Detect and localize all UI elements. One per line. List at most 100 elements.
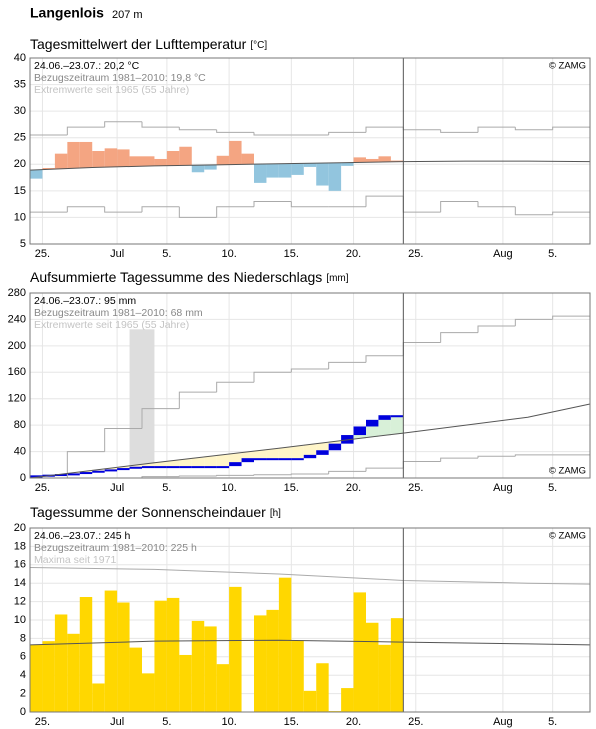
x-tick-label: Aug [493,482,513,494]
x-tick-label: Aug [493,248,513,260]
bar [390,160,404,162]
difference-fill [390,415,404,434]
y-tick-label: 80 [14,419,26,431]
x-tick-label: 5. [162,482,171,494]
precipitation-step [30,475,43,478]
precipitation-step [142,466,155,469]
bar [390,618,404,712]
plot-frame [29,527,591,713]
precipitation-step [191,466,205,469]
y-tick-label: 15 [14,185,26,197]
upper-line [477,126,516,133]
upper-line [178,391,217,409]
upper-line [365,355,404,363]
y-tick-label: 18 [14,540,26,552]
bar [154,158,167,166]
precipitation-step [229,462,242,467]
bar [42,641,55,712]
bar [142,673,155,712]
difference-fill [328,441,342,444]
upper-line [66,451,105,478]
difference-fill [179,459,192,467]
precipitation-step [179,466,192,469]
upper-line [365,126,404,133]
upper-line [178,127,217,131]
x-tick-label: 25. [35,716,50,728]
bar [216,664,230,712]
bar [204,626,217,712]
y-tick-label: 0 [20,472,26,484]
difference-fill [117,466,130,469]
y-tick-label: 0 [20,706,26,718]
precipitation-step [390,415,404,418]
difference-fill [378,415,391,436]
upper-line [514,318,553,327]
difference-fill [316,442,329,451]
lower-line [66,206,105,213]
precipitation-step [291,458,304,461]
lower-line [365,467,404,472]
y-tick-label: 25 [14,132,26,144]
mean-line [29,160,591,171]
bar [366,622,379,712]
bar [166,597,180,712]
bar [378,156,391,162]
precipitation-step [378,415,391,420]
x-tick-label: 15. [284,716,299,728]
lower-line [290,201,329,208]
bar [341,688,354,712]
x-tick-label: 5. [548,482,557,494]
upper-line [141,408,180,429]
difference-fill [166,460,180,467]
y-tick-label: 2 [20,688,26,700]
shade [129,329,155,467]
difference-fill [303,444,317,455]
note: 24.06.–23.07.: 20,2 °C [34,60,140,72]
precipitation-step [67,473,80,476]
note: Bezugszeitraum 1981–2010: 19,8 °C [34,72,206,84]
lower-line [328,470,366,475]
lower-line [253,474,292,476]
upper-line [104,427,142,452]
title-text: Aufsummierte Tagessumme des Niederschlag… [30,269,322,285]
lower-line [440,200,478,213]
bar [154,600,167,712]
lower-line [216,474,254,477]
bar [179,146,192,166]
bar [291,640,304,712]
precipitation-step [154,466,167,469]
difference-fill [104,468,118,470]
y-tick-label: 16 [14,559,26,571]
precipitation-step [54,474,68,477]
plot-frame [29,292,591,479]
x-tick-label: 15. [284,248,299,260]
bar [67,633,80,712]
lower-line [178,475,217,477]
precipitation-step [303,454,317,459]
precipitation-step [266,458,279,461]
upper-line [440,129,478,133]
difference-fill [92,469,105,471]
y-tick-label: 35 [14,78,26,90]
bar [117,149,130,167]
bar [229,140,242,165]
chart-title: Aufsummierte Tagessumme des Niederschlag… [30,269,349,285]
x-tick-label: 20. [346,482,361,494]
x-tick-label: 20. [346,716,361,728]
bar [117,602,130,712]
upper-line [253,132,292,136]
chart-title: Tagesmittelwert der Lufttemperatur [°C] [30,36,267,52]
upper-line [290,368,329,373]
altitude: 207 m [112,9,143,21]
upper-line [29,567,591,585]
x-tick-label: Jul [110,248,124,260]
bar [216,155,230,165]
note: 24.06.–23.07.: 95 mm [34,295,136,307]
difference-fill [204,456,217,467]
bar [353,592,366,712]
bar [142,156,155,167]
y-tick-label: 30 [14,105,26,117]
lower-line [290,473,329,475]
bar [104,590,118,712]
